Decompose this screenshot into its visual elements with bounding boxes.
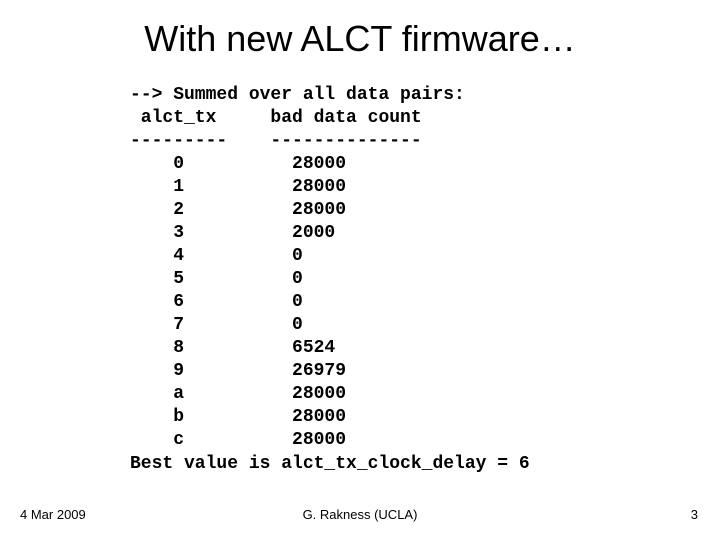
slide: With new ALCT firmware… --> Summed over … xyxy=(0,0,720,540)
code-block: --> Summed over all data pairs: alct_tx … xyxy=(130,84,720,476)
page-title: With new ALCT firmware… xyxy=(0,0,720,60)
footer-page-number: 3 xyxy=(691,507,698,522)
footer-author: G. Rakness (UCLA) xyxy=(0,507,720,522)
